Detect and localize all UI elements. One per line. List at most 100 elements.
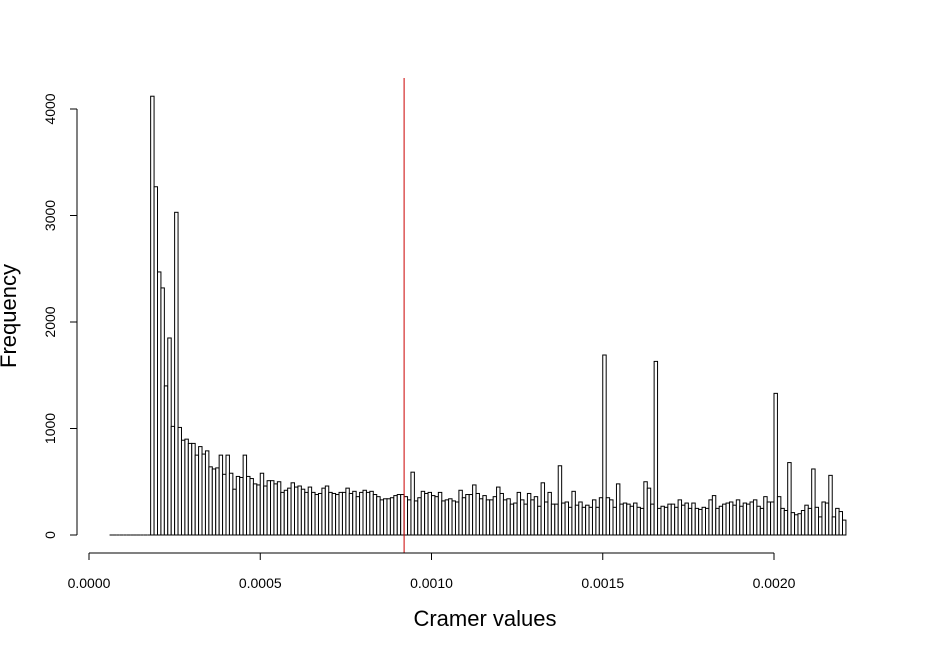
histogram-bar [242,454,248,536]
histogram-bar [749,501,754,536]
histogram-bar [537,505,542,536]
histogram-bar [389,497,395,536]
histogram-bar [811,468,816,536]
histogram-bar [732,504,737,536]
histogram-bar [413,500,419,536]
histogram-bar [739,505,744,536]
histogram-bar [417,497,422,536]
histogram-bar [794,514,799,536]
histogram-bar [540,482,546,536]
histogram-bar [208,466,213,536]
histogram-bar [667,503,672,536]
histogram-bar [204,450,210,536]
histogram-bar [194,454,200,536]
histogram-bar [629,505,635,536]
histogram-bar [211,468,217,536]
histogram-bar [694,507,700,536]
histogram-bar [773,392,778,536]
histogram-bar [297,485,302,536]
histogram-bar [636,506,641,536]
histogram-bar [232,488,237,536]
histogram-bar [609,499,614,536]
histogram-bar [708,499,713,536]
histogram-bar [263,485,268,536]
histogram-bar [756,505,761,536]
histogram-bar [588,506,593,536]
histogram-bar [783,510,789,536]
histogram-bar [547,491,552,536]
histogram-bar [300,488,306,536]
histogram-bar [348,492,354,536]
histogram-bar [441,500,446,536]
histogram-bar [270,480,275,536]
histogram-bar [684,502,689,536]
histogram-bar [228,472,234,536]
histogram-bar [420,490,426,536]
histogram-bar [461,497,467,536]
histogram-bar [790,512,796,536]
histogram-bar [328,491,333,536]
histogram-bar [554,503,559,536]
histogram-bar [681,504,686,536]
histogram-bar [317,492,323,536]
histogram-bar [434,496,439,536]
histogram-bar [605,497,611,536]
histogram-bar [626,503,631,536]
y-tick-label: 4000 [42,93,58,124]
histogram-bar [818,516,823,536]
histogram-bar [513,502,518,536]
histogram-bar [276,481,282,536]
histogram-bar [633,502,638,536]
histogram-bar [184,438,189,536]
histogram-bar [280,491,285,536]
histogram-bar [341,491,347,536]
histogram-bar [307,486,313,536]
histogram-bar [670,503,676,536]
y-axis-title: Frequency [0,264,21,368]
y-tick-label: 0 [42,531,58,539]
histogram-bar [170,425,176,536]
histogram-bar [650,503,655,536]
histogram-bar [444,499,450,536]
histogram-bar [400,494,405,536]
histogram-bar [544,501,549,536]
histogram-bar [163,385,169,536]
histogram-bar [718,505,724,536]
histogram-bar [564,501,570,536]
histogram-bar [376,496,381,536]
histogram-bar [424,492,429,536]
histogram-bar [150,95,155,536]
histogram-bar [735,499,741,536]
histogram-bars [109,95,847,536]
histogram-bar [663,506,669,536]
histogram-bar [653,360,659,536]
y-tick-label: 2000 [42,306,58,337]
histogram-bar [174,211,179,536]
histogram-bar [550,503,556,536]
histogram-bar [598,497,604,536]
histogram-bar [496,486,501,536]
histogram-bar [595,506,600,536]
histogram-bar [746,503,751,536]
histogram-bar [705,507,710,536]
histogram-bar [451,500,456,536]
histogram-bar [578,501,583,536]
histogram-bar [393,495,398,536]
histogram-bar [407,499,412,536]
histogram-bar [485,499,491,536]
histogram-bar [187,442,193,536]
histogram-bar [383,498,388,536]
histogram-bar [294,486,299,536]
histogram-bar [643,481,648,536]
histogram-bar [698,508,703,536]
histogram-bar [742,502,748,536]
histogram-bar [482,495,487,536]
histogram-bar [752,499,758,536]
histogram-bar [283,489,289,536]
histogram-bar [571,490,576,536]
histogram-bar [458,489,463,536]
histogram-bar [201,453,206,536]
histogram-bar [835,507,840,536]
histogram-bar [838,511,844,536]
histogram-bar [431,495,436,536]
